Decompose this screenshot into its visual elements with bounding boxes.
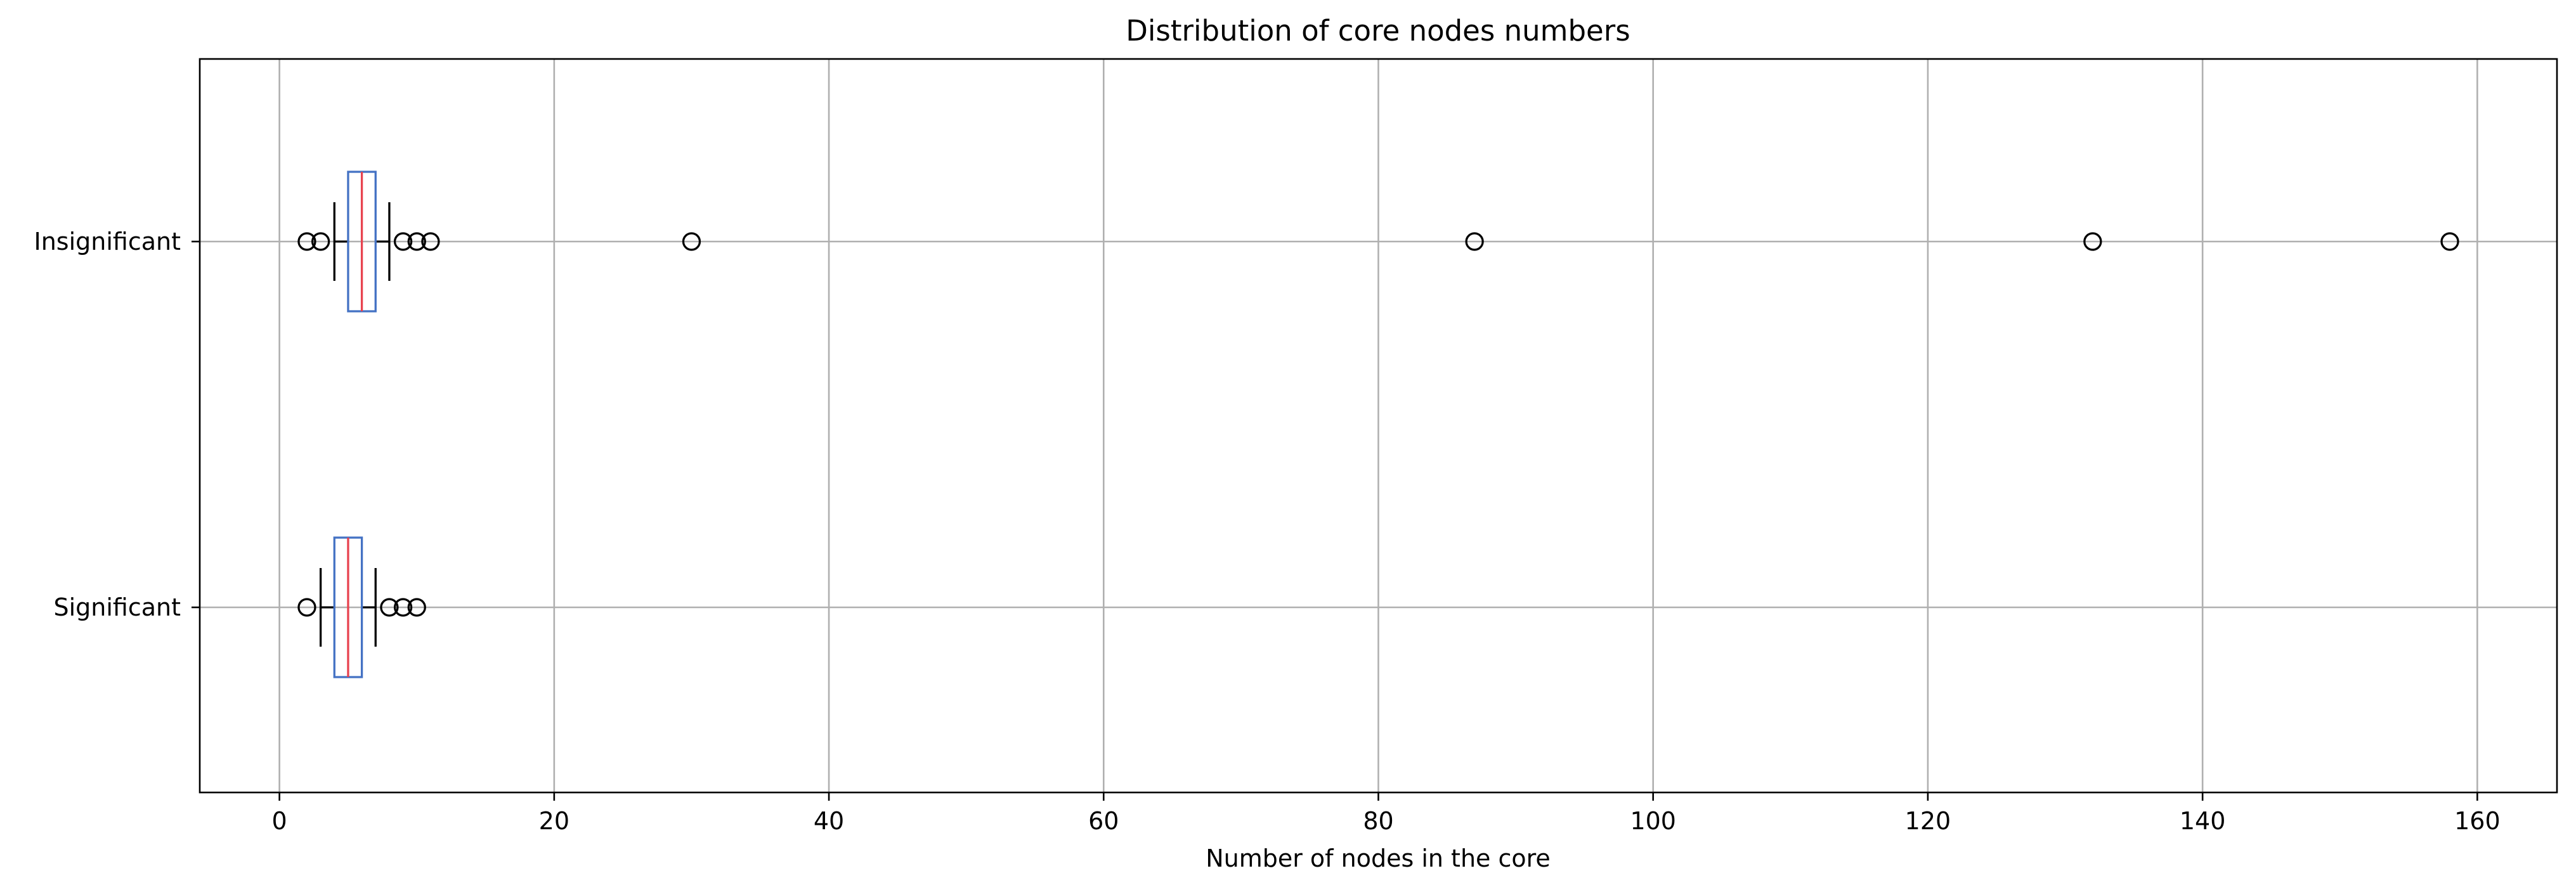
flier-point xyxy=(421,232,440,251)
x-tick-label: 160 xyxy=(2454,807,2501,835)
y-tick-label-insignificant: Insignificant xyxy=(34,228,181,255)
x-tick-label: 40 xyxy=(814,807,844,835)
ticks: 0 20 40 60 80 100 120 140 160 Insignificant Signif… xyxy=(34,228,2500,835)
x-axis-label: Number of nodes in the core xyxy=(1206,844,1551,872)
boxplot-insignificant xyxy=(297,171,2459,313)
flier-point xyxy=(682,232,701,251)
flier-point xyxy=(393,232,413,251)
flier-point xyxy=(407,232,426,251)
flier-point xyxy=(393,598,413,617)
x-tick-label: 120 xyxy=(1905,807,1951,835)
y-tick-label-significant: Significant xyxy=(53,593,181,621)
flier-point xyxy=(2083,232,2102,251)
boxplot-significant xyxy=(297,536,426,678)
flier-point xyxy=(311,232,330,251)
boxes xyxy=(297,171,2459,678)
flier-point xyxy=(407,598,426,617)
grid xyxy=(200,59,2557,792)
flier-point xyxy=(380,598,399,617)
flier-point xyxy=(1465,232,1484,251)
x-tick-label: 20 xyxy=(539,807,569,835)
flier-point xyxy=(2440,232,2459,251)
x-tick-label: 0 xyxy=(272,807,287,835)
x-tick-label: 100 xyxy=(1630,807,1676,835)
x-tick-label: 60 xyxy=(1088,807,1119,835)
chart-title: Distribution of core nodes numbers xyxy=(1126,14,1630,48)
x-tick-label: 80 xyxy=(1363,807,1393,835)
x-tick-label: 140 xyxy=(2180,807,2226,835)
flier-point xyxy=(297,598,316,617)
flier-point xyxy=(297,232,316,251)
